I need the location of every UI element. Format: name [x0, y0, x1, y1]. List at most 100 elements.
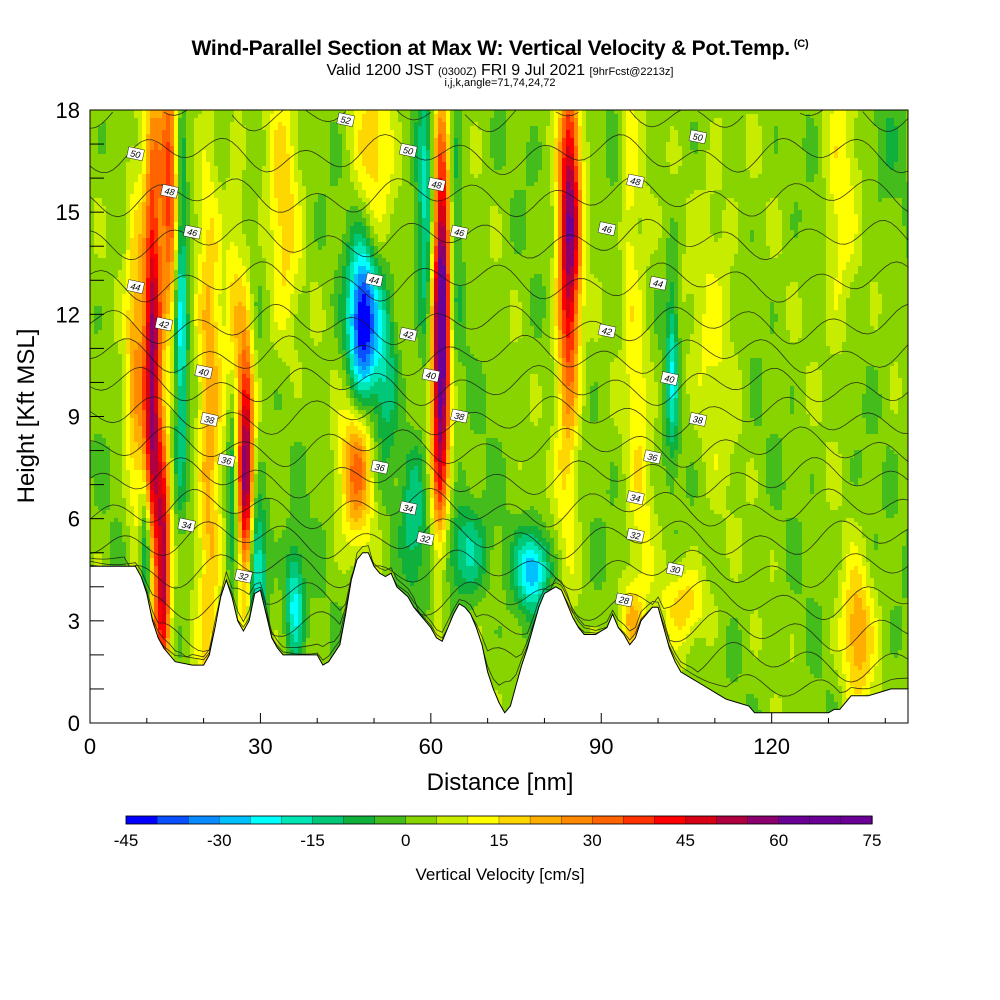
heatmap-cell [126, 250, 130, 254]
heatmap-cell [94, 418, 98, 422]
heatmap-cell [102, 390, 106, 394]
heatmap-cell [118, 402, 122, 406]
heatmap-cell [102, 166, 106, 170]
heatmap-cell [102, 542, 106, 546]
heatmap-cell [90, 470, 94, 474]
heatmap-cell [94, 334, 98, 338]
heatmap-cell [126, 134, 130, 138]
heatmap-cell [90, 110, 94, 114]
heatmap-cell [102, 402, 106, 406]
heatmap-cell [114, 506, 118, 510]
heatmap-cell [110, 270, 114, 274]
heatmap-cell [114, 282, 118, 286]
heatmap-cell [106, 398, 110, 402]
heatmap-cell [90, 118, 94, 122]
heatmap-cell [114, 318, 118, 322]
heatmap-cell [94, 530, 98, 534]
heatmap-cell [106, 294, 110, 298]
heatmap-cell [102, 458, 106, 462]
heatmap-cell [90, 330, 94, 334]
heatmap-cell [118, 170, 122, 174]
heatmap-cell [102, 554, 106, 558]
heatmap-cell [114, 534, 118, 538]
heatmap-cell [98, 526, 102, 530]
heatmap-cell [94, 294, 98, 298]
heatmap-cell [90, 146, 94, 150]
heatmap-cell [90, 254, 94, 258]
heatmap-cell [122, 378, 126, 382]
heatmap-cell [110, 366, 114, 370]
heatmap-cell [110, 222, 114, 226]
heatmap-cell [94, 242, 98, 246]
heatmap-cell [106, 334, 110, 338]
heatmap-cell [114, 118, 118, 122]
heatmap-cell [90, 334, 94, 338]
heatmap-cell [90, 442, 94, 446]
heatmap-cell [122, 278, 126, 282]
heatmap-cell [90, 154, 94, 158]
heatmap-cell [98, 338, 102, 342]
heatmap-cell [122, 398, 126, 402]
heatmap-cell [126, 234, 130, 238]
heatmap-cell [98, 370, 102, 374]
heatmap-cell [126, 494, 130, 498]
heatmap-cell [126, 422, 130, 426]
heatmap-cell [114, 226, 118, 230]
heatmap-cell [94, 462, 98, 466]
heatmap-cell [94, 322, 98, 326]
heatmap-cell [94, 498, 98, 502]
heatmap-cell [106, 378, 110, 382]
heatmap-cell [122, 366, 126, 370]
heatmap-cell [106, 318, 110, 322]
heatmap-cell [126, 206, 130, 210]
heatmap-cell [118, 494, 122, 498]
heatmap-cell [110, 194, 114, 198]
heatmap-cell [94, 154, 98, 158]
heatmap-cell [102, 322, 106, 326]
heatmap-cell [94, 426, 98, 430]
heatmap-cell [106, 526, 110, 530]
heatmap-cell [118, 130, 122, 134]
heatmap-cell [110, 290, 114, 294]
heatmap-cell [114, 134, 118, 138]
heatmap-cell [122, 522, 126, 526]
heatmap-cell [102, 218, 106, 222]
heatmap-cell [114, 370, 118, 374]
heatmap-cell [98, 114, 102, 118]
heatmap-cell [94, 446, 98, 450]
heatmap-cell [90, 418, 94, 422]
heatmap-cell [106, 502, 110, 506]
heatmap-cell [106, 546, 110, 550]
heatmap-cell [102, 150, 106, 154]
heatmap-cell [118, 550, 122, 554]
heatmap-cell [102, 302, 106, 306]
heatmap-cell [118, 238, 122, 242]
heatmap-cell [102, 250, 106, 254]
heatmap-cell [110, 298, 114, 302]
heatmap-cell [98, 190, 102, 194]
heatmap-cell [114, 146, 118, 150]
heatmap-cell [90, 286, 94, 290]
heatmap-cell [110, 562, 114, 566]
heatmap-cell [126, 230, 130, 234]
heatmap-cell [110, 414, 114, 418]
heatmap-cell [90, 466, 94, 470]
heatmap-cell [90, 174, 94, 178]
heatmap-cell [102, 138, 106, 142]
heatmap-cell [94, 290, 98, 294]
heatmap-cell [122, 270, 126, 274]
heatmap-cell [98, 254, 102, 258]
heatmap-cell [126, 386, 130, 390]
heatmap-cell [102, 406, 106, 410]
heatmap-cell [118, 414, 122, 418]
heatmap-cell [114, 346, 118, 350]
heatmap-cell [126, 398, 130, 402]
heatmap-cell [118, 222, 122, 226]
heatmap-cell [126, 446, 130, 450]
heatmap-cell [110, 218, 114, 222]
heatmap-cell [110, 162, 114, 166]
heatmap-cell [122, 518, 126, 522]
heatmap-cell [94, 458, 98, 462]
heatmap-cell [118, 390, 122, 394]
heatmap-cell [118, 334, 122, 338]
